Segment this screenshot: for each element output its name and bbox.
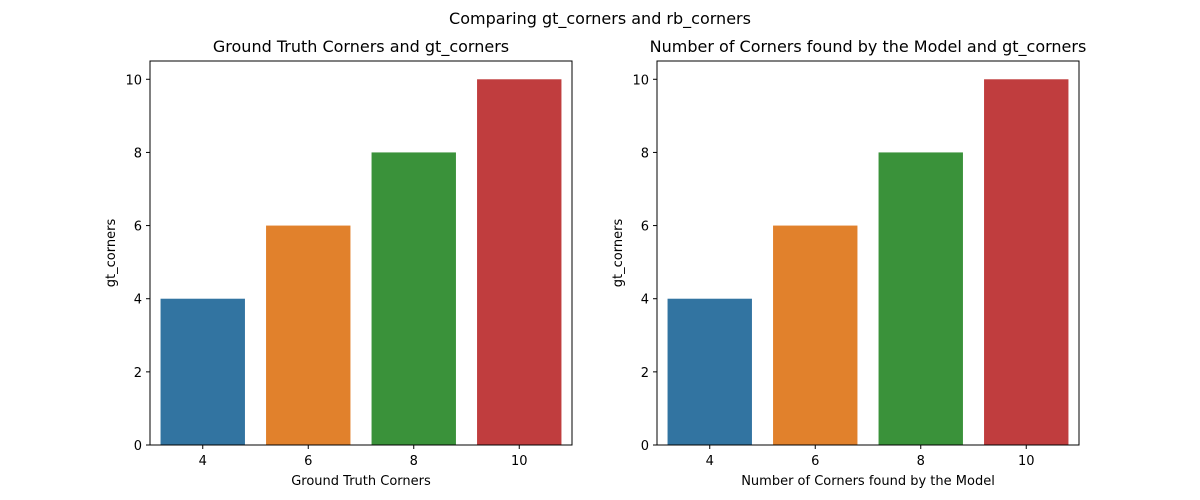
left-chart-ytick-label-0: 0 — [134, 439, 142, 454]
left-chart-bar-4 — [160, 298, 245, 445]
left-chart-xtick-label-4: 4 — [199, 454, 207, 469]
figure-suptitle: Comparing gt_corners and rb_corners — [449, 9, 751, 29]
left-chart-bar-10 — [477, 79, 562, 446]
right-chart-ytick-label-6: 6 — [641, 220, 649, 235]
left-chart-xtick-label-8: 8 — [410, 454, 418, 469]
right-chart-bar-10 — [984, 79, 1069, 446]
right-chart-bar-4 — [667, 298, 752, 445]
right-chart-xtick-label-10: 10 — [1018, 454, 1035, 469]
right-chart: Number of Corners found by the Model and… — [611, 37, 1086, 489]
left-chart-ytick-label-8: 8 — [134, 146, 142, 161]
right-chart-ytick-label-8: 8 — [641, 146, 649, 161]
left-chart-bar-6 — [266, 225, 351, 445]
left-chart-bar-8 — [371, 152, 456, 445]
right-chart-xlabel: Number of Corners found by the Model — [741, 474, 995, 489]
left-chart-axes-frame — [149, 60, 573, 446]
left-chart: Ground Truth Corners and gt_corners Grou… — [104, 37, 573, 489]
right-chart-bar-6 — [773, 225, 858, 445]
right-chart-bar-8 — [878, 152, 963, 445]
left-chart-xlabel: Ground Truth Corners — [291, 474, 431, 489]
left-chart-xtick-label-6: 6 — [304, 454, 312, 469]
right-chart-xtick-label-4: 4 — [706, 454, 714, 469]
left-chart-xtick-label-10: 10 — [511, 454, 528, 469]
right-chart-ytick-label-4: 4 — [641, 293, 649, 308]
right-chart-title: Number of Corners found by the Model and… — [650, 37, 1087, 57]
left-chart-ylabel: gt_corners — [104, 219, 119, 288]
left-chart-ytick-label-2: 2 — [134, 366, 142, 381]
right-chart-ylabel: gt_corners — [611, 219, 626, 288]
right-chart-ytick-label-0: 0 — [641, 439, 649, 454]
right-chart-ytick-label-10: 10 — [632, 73, 649, 88]
right-chart-xtick-label-6: 6 — [811, 454, 819, 469]
right-chart-axes-frame — [656, 60, 1080, 446]
left-chart-ytick-label-10: 10 — [125, 73, 142, 88]
left-chart-ytick-label-6: 6 — [134, 220, 142, 235]
right-chart-xtick-label-8: 8 — [917, 454, 925, 469]
right-chart-ytick-label-2: 2 — [641, 366, 649, 381]
left-chart-ytick-label-4: 4 — [134, 293, 142, 308]
left-chart-title: Ground Truth Corners and gt_corners — [213, 37, 509, 57]
